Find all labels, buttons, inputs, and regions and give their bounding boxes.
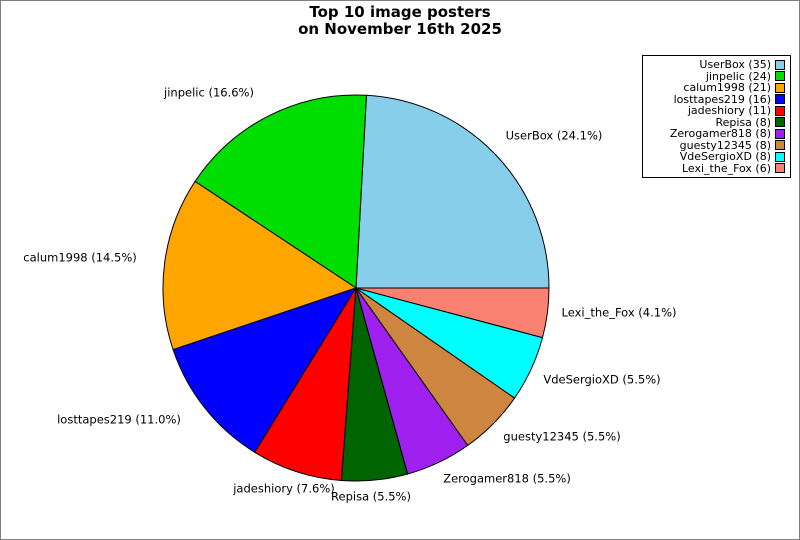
pie-slice-jinpelic [194,94,367,289]
legend-label: Repisa (8) [715,115,771,129]
slice-label-lexi_the_fox: Lexi_the_Fox (4.1%) [561,305,677,320]
pie-slice-calum1998 [162,180,358,351]
legend-label: jinpelic (24) [705,69,771,83]
legend-label: Zerogamer818 (8) [669,127,771,140]
legend-item-repisa: Repisa (8) [647,115,785,129]
slice-label-zerogamer818: Zerogamer818 (5.5%) [443,471,571,486]
slice-label-vdesergioxd: VdeSergioXD (5.5%) [543,372,661,387]
legend-item-jinpelic: jinpelic (24) [647,69,785,83]
slice-label-guesty12345: guesty12345 (5.5%) [503,429,621,444]
slice-label-repisa: Repisa (5.5%) [331,489,411,504]
legend-color-swatch [775,59,785,70]
legend-color-swatch [775,151,785,162]
legend-color-swatch [775,71,785,82]
legend-item-vdesergioxd: VdeSergioXD (8) [647,151,785,163]
legend-item-jadeshiory: jadeshiory (11) [647,105,785,117]
legend-label: guesty12345 (8) [679,138,771,152]
slice-label-calum1998: calum1998 (14.5%) [23,250,137,265]
legend-item-losttapes219: losttapes219 (16) [647,92,785,106]
pie-slice-losttapes219 [172,287,358,453]
chart-title: Top 10 image posters on November 16th 20… [1,4,799,38]
legend: UserBox (35) jinpelic (24) calum1998 (21) l… [642,55,791,178]
legend-color-swatch [775,94,785,105]
legend-item-userbox: UserBox (35) [647,59,785,71]
pie-slice-userbox [355,94,550,289]
legend-item-guesty12345: guesty12345 (8) [647,138,785,152]
chart-title-line-1: Top 10 image posters [309,3,491,21]
legend-label: jadeshiory (11) [687,104,771,117]
legend-item-calum1998: calum1998 (21) [647,82,785,94]
pie-slice-lexi_the_fox [355,287,550,339]
legend-label: losttapes219 (16) [673,92,771,106]
legend-label: UserBox (35) [699,58,771,71]
slice-label-jinpelic: jinpelic (16.6%) [164,85,254,100]
legend-color-swatch [775,105,785,116]
legend-label: VdeSergioXD (8) [679,150,771,163]
legend-color-swatch [775,128,785,139]
legend-item-zerogamer818: Zerogamer818 (8) [647,128,785,140]
legend-item-lexi_the_fox: Lexi_the_Fox (6) [647,161,785,175]
legend-color-swatch [775,140,785,151]
slice-label-jadeshiory: jadeshiory (7.6%) [233,481,335,496]
legend-color-swatch [775,117,785,128]
slice-label-losttapes219: losttapes219 (11.0%) [57,412,181,427]
legend-color-swatch [775,163,785,174]
legend-label: calum1998 (21) [683,81,771,94]
slice-label-userbox: UserBox (24.1%) [505,128,603,143]
legend-color-swatch [775,82,785,93]
legend-label: Lexi_the_Fox (6) [681,161,771,175]
chart-title-line-2: on November 16th 2025 [298,20,502,38]
